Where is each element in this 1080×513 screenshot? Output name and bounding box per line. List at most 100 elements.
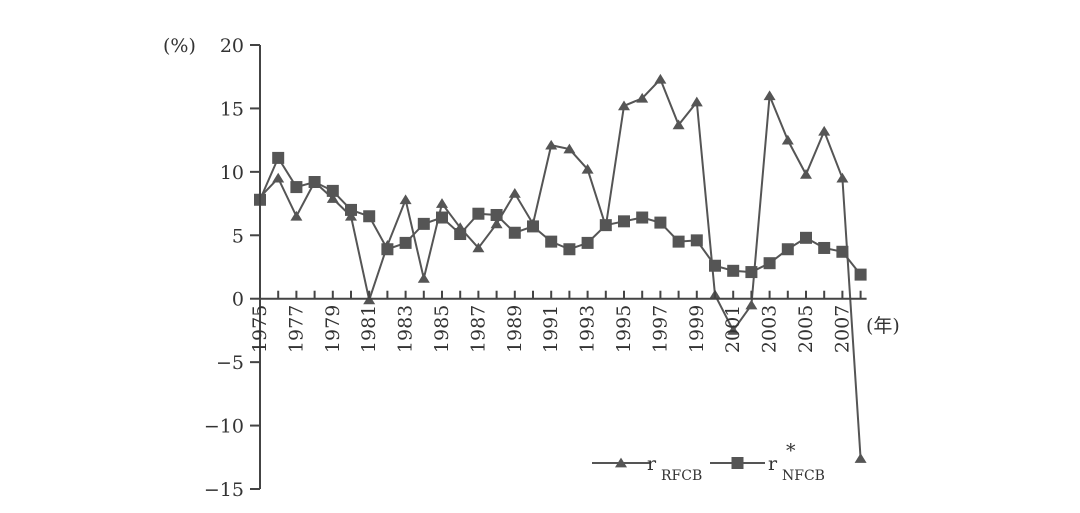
data-point-triangle: [854, 453, 867, 463]
data-point-triangle: [745, 299, 758, 310]
data-point-square: [618, 215, 630, 228]
y-tick-label: 10: [220, 162, 244, 184]
legend-label: r: [647, 453, 657, 475]
x-tick-label: 1981: [358, 305, 380, 353]
data-point-triangle: [563, 143, 576, 154]
data-point-triangle: [836, 172, 849, 183]
data-point-triangle: [472, 242, 485, 253]
data-point-triangle: [417, 273, 430, 283]
x-tick-label: 1999: [686, 305, 708, 353]
data-point-square: [363, 210, 376, 223]
data-point-square: [690, 234, 703, 247]
x-tick-label: 1993: [577, 305, 599, 353]
data-point-square: [472, 207, 485, 220]
legend-label-subscript: NFCB: [782, 468, 825, 484]
data-point-triangle: [672, 119, 685, 130]
data-point-triangle: [326, 193, 339, 203]
x-tick-label: 2007: [831, 305, 853, 353]
y-tick-label: 20: [220, 35, 244, 57]
y-tick-label: −5: [216, 352, 244, 374]
x-tick-label: 1977: [285, 305, 307, 353]
data-point-triangle: [690, 96, 703, 107]
data-point-triangle: [618, 100, 630, 111]
data-point-square: [781, 243, 794, 256]
data-point-square: [818, 241, 831, 254]
y-tick-label: 0: [232, 289, 244, 311]
data-point-square: [399, 236, 412, 249]
y-tick-label: −10: [204, 416, 244, 438]
series-line-nfcb: [259, 155, 862, 276]
data-point-square: [709, 259, 721, 272]
data-point-square: [290, 181, 303, 194]
x-tick-label: 1975: [249, 305, 271, 353]
x-tick-label: 1991: [540, 305, 562, 353]
data-point-square: [800, 231, 812, 244]
data-point-square: [581, 236, 594, 249]
y-tick-label: 15: [220, 98, 244, 120]
x-tick-label: 1995: [613, 305, 635, 353]
data-point-triangle: [436, 198, 448, 208]
series-line-rfcb: [259, 77, 862, 459]
y-tick-label: −15: [204, 479, 244, 501]
data-point-square: [417, 217, 430, 230]
data-point-square: [508, 226, 521, 239]
data-point-triangle: [727, 325, 740, 335]
data-point-triangle: [763, 90, 776, 101]
x-tick-label: 1983: [395, 305, 417, 353]
data-point-square: [527, 220, 539, 233]
data-point-triangle: [581, 163, 594, 174]
x-tick-label: 2001: [722, 305, 744, 353]
data-point-square: [854, 268, 867, 281]
data-point-square: [436, 211, 448, 224]
data-point-triangle: [490, 218, 503, 229]
data-point-square: [672, 235, 685, 248]
data-point-triangle: [290, 210, 303, 221]
data-point-square: [454, 228, 467, 241]
data-point-square: [545, 235, 558, 248]
x-tick-label: 1989: [504, 305, 526, 353]
data-point-triangle: [818, 125, 831, 136]
data-point-square: [763, 257, 776, 270]
y-tick-label: 5: [232, 225, 244, 247]
data-point-triangle: [508, 188, 521, 198]
data-point-square: [272, 151, 285, 164]
x-axis-unit-label: (年): [866, 315, 900, 337]
data-point-square: [308, 176, 321, 189]
data-point-triangle: [636, 92, 649, 103]
legend-square-icon: [731, 457, 744, 469]
data-point-triangle: [272, 172, 285, 183]
data-point-triangle: [800, 168, 812, 179]
series-nfcb: [254, 151, 867, 281]
data-point-triangle: [545, 139, 558, 150]
legend-triangle-icon: [615, 457, 627, 468]
data-point-triangle: [399, 194, 412, 205]
x-tick-label: 2003: [759, 305, 781, 353]
legend-label-subscript: RFCB: [661, 468, 702, 484]
data-point-square: [490, 208, 503, 221]
data-point-square: [599, 219, 612, 232]
data-point-square: [381, 243, 394, 256]
data-point-triangle: [654, 73, 667, 84]
data-point-square: [636, 211, 649, 224]
data-point-square: [654, 216, 667, 229]
data-point-square: [563, 243, 576, 256]
x-tick-label: 1979: [322, 305, 344, 353]
data-point-square: [727, 264, 740, 277]
x-tick-label: 1985: [431, 305, 453, 353]
data-point-square: [345, 203, 357, 216]
legend-label-superscript: *: [786, 440, 796, 462]
y-axis-unit-label: (%): [163, 35, 196, 57]
x-tick-label: 1997: [649, 305, 671, 353]
x-tick-label: 2005: [795, 305, 817, 353]
data-point-triangle: [781, 134, 794, 145]
data-point-square: [745, 266, 758, 279]
legend-label: r: [768, 453, 778, 475]
data-point-square: [326, 184, 339, 197]
data-point-square: [836, 245, 849, 258]
x-tick-label: 1987: [467, 305, 489, 353]
